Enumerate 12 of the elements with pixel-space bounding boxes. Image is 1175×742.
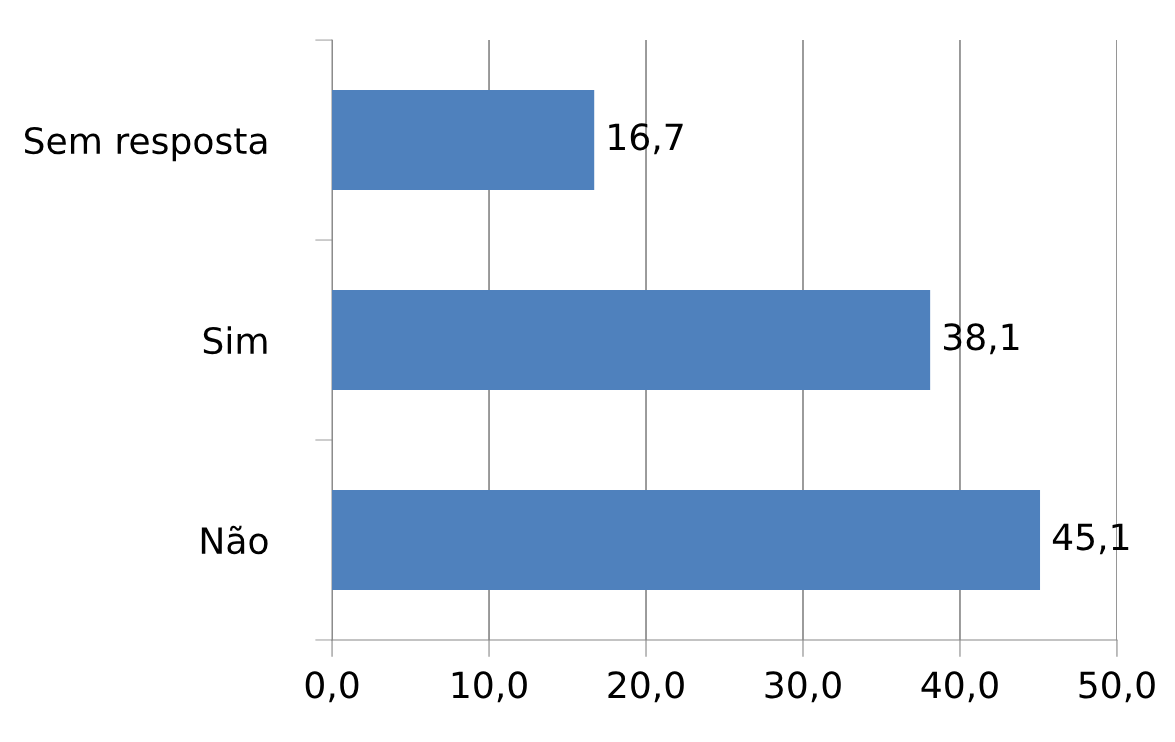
x-tick-label: 0,0 <box>305 671 359 703</box>
x-tick-label: 30,0 <box>765 671 841 703</box>
y-tick-label: Sim <box>203 326 267 355</box>
y-tick-label: Sem resposta <box>24 126 267 162</box>
y-tick-label: Não <box>201 525 268 555</box>
data-label: 16,7 <box>609 123 683 155</box>
data-label: 45,1 <box>1052 523 1129 555</box>
x-tick-label: 40,0 <box>921 671 998 703</box>
x-tick-label: 50,0 <box>1079 671 1155 703</box>
x-tick-label: 20,0 <box>608 671 684 703</box>
x-tick-label: 10,0 <box>452 671 527 703</box>
data-label: 38,1 <box>944 323 1019 355</box>
